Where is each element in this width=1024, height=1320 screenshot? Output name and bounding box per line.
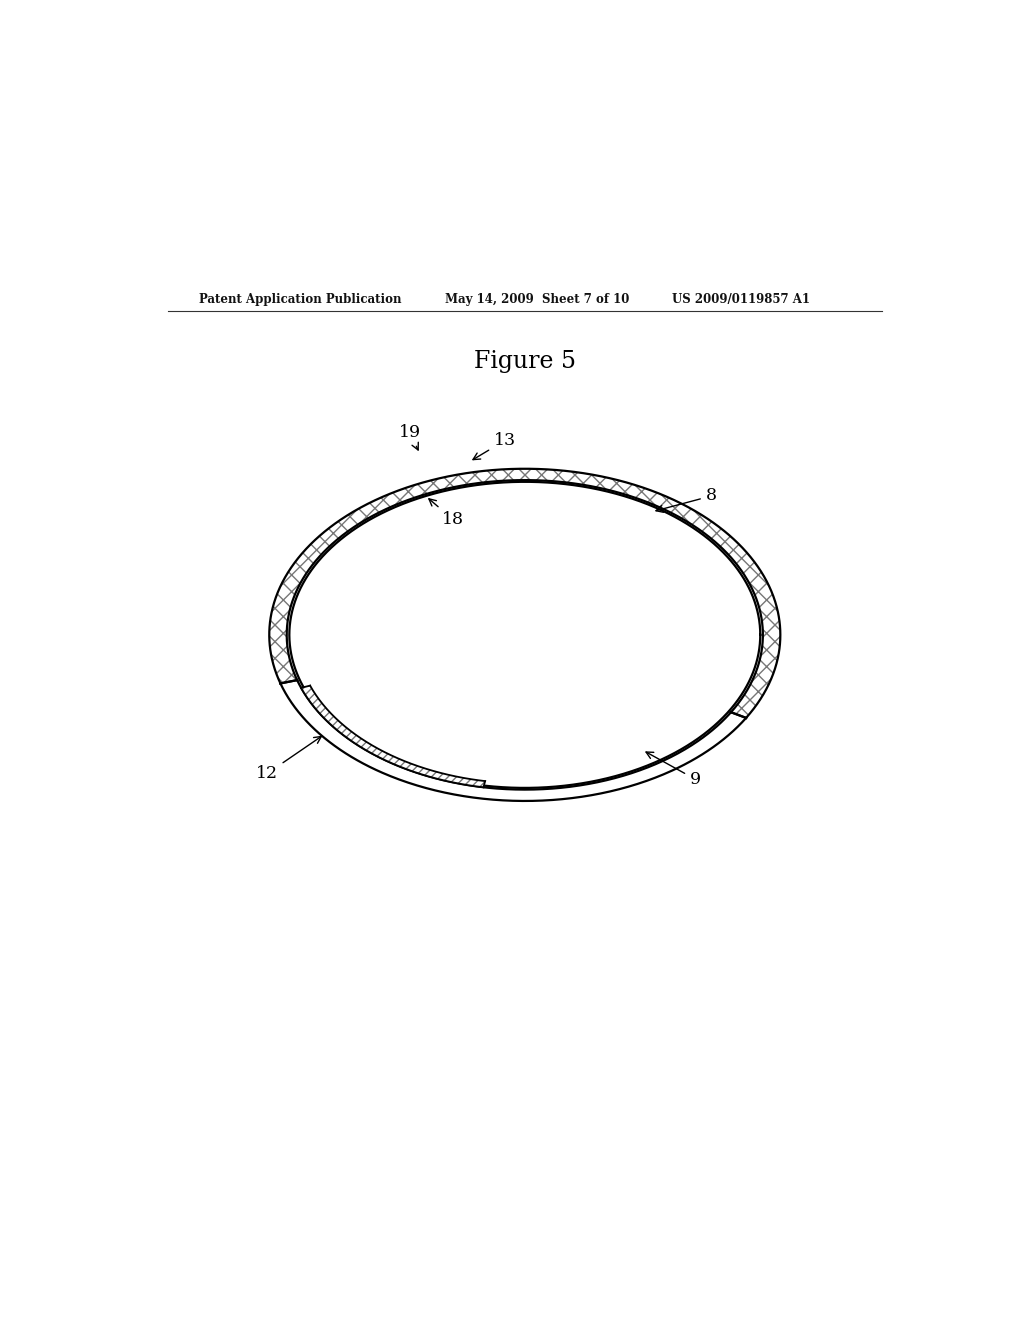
Text: Patent Application Publication: Patent Application Publication	[200, 293, 402, 306]
Text: 12: 12	[256, 737, 322, 783]
Polygon shape	[269, 469, 780, 718]
Text: 13: 13	[473, 432, 516, 459]
Text: 19: 19	[398, 424, 421, 450]
Text: 18: 18	[429, 499, 464, 528]
Text: US 2009/0119857 A1: US 2009/0119857 A1	[672, 293, 810, 306]
Text: Figure 5: Figure 5	[474, 350, 575, 372]
Text: 9: 9	[646, 752, 701, 788]
Text: May 14, 2009  Sheet 7 of 10: May 14, 2009 Sheet 7 of 10	[445, 293, 630, 306]
Text: 8: 8	[656, 487, 717, 512]
Polygon shape	[301, 685, 485, 787]
